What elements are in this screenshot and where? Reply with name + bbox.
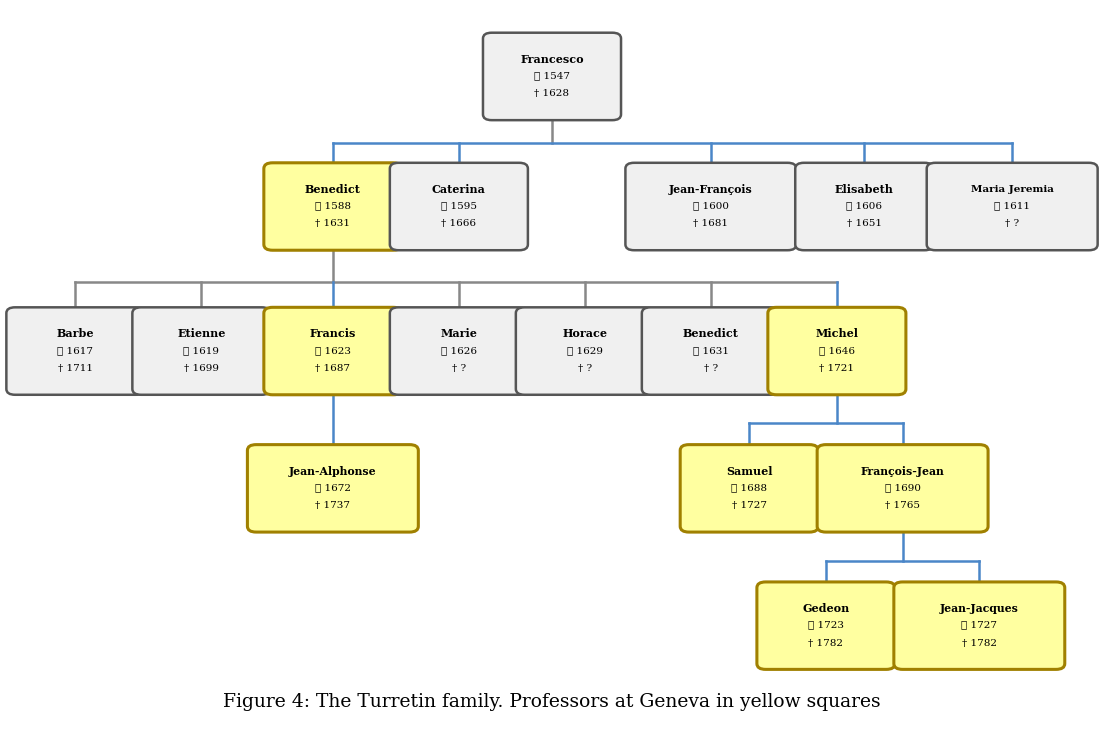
FancyBboxPatch shape xyxy=(132,307,270,395)
Text: Caterina: Caterina xyxy=(432,183,486,194)
Text: ★ 1727: ★ 1727 xyxy=(962,621,997,629)
Text: ★ 1619: ★ 1619 xyxy=(183,346,220,355)
Text: ★ 1623: ★ 1623 xyxy=(315,346,351,355)
Text: ★ 1617: ★ 1617 xyxy=(57,346,94,355)
Text: ★ 1690: ★ 1690 xyxy=(884,483,921,492)
FancyBboxPatch shape xyxy=(817,444,988,532)
FancyBboxPatch shape xyxy=(390,163,528,250)
FancyBboxPatch shape xyxy=(516,307,654,395)
Text: Gedeon: Gedeon xyxy=(803,603,850,614)
Text: ★ 1688: ★ 1688 xyxy=(731,483,767,492)
Text: Jean-François: Jean-François xyxy=(669,183,753,194)
Text: † 1631: † 1631 xyxy=(316,219,350,228)
Text: † 1681: † 1681 xyxy=(693,219,729,228)
FancyBboxPatch shape xyxy=(482,33,622,120)
FancyBboxPatch shape xyxy=(390,307,528,395)
Text: ★ 1646: ★ 1646 xyxy=(819,346,854,355)
Text: ★ 1626: ★ 1626 xyxy=(440,346,477,355)
Text: † 1727: † 1727 xyxy=(732,501,766,510)
Text: † 1782: † 1782 xyxy=(808,638,843,648)
Text: Michel: Michel xyxy=(816,328,859,339)
FancyBboxPatch shape xyxy=(768,307,906,395)
Text: Samuel: Samuel xyxy=(726,466,773,477)
Text: ★ 1611: ★ 1611 xyxy=(995,201,1030,211)
Text: ★ 1631: ★ 1631 xyxy=(693,346,729,355)
FancyBboxPatch shape xyxy=(757,582,895,670)
FancyBboxPatch shape xyxy=(625,163,796,250)
Text: Marie: Marie xyxy=(440,328,477,339)
FancyBboxPatch shape xyxy=(247,444,418,532)
FancyBboxPatch shape xyxy=(264,163,402,250)
Text: Horace: Horace xyxy=(562,328,607,339)
Text: † 1699: † 1699 xyxy=(184,364,219,373)
Text: Benedict: Benedict xyxy=(305,183,361,194)
Text: † ?: † ? xyxy=(577,364,592,373)
FancyBboxPatch shape xyxy=(7,307,145,395)
Text: † 1711: † 1711 xyxy=(57,364,93,373)
FancyBboxPatch shape xyxy=(795,163,933,250)
Text: ★ 1600: ★ 1600 xyxy=(693,201,729,211)
Text: ★ 1547: ★ 1547 xyxy=(534,71,570,80)
FancyBboxPatch shape xyxy=(641,307,779,395)
Text: † 1782: † 1782 xyxy=(962,638,997,648)
FancyBboxPatch shape xyxy=(926,163,1097,250)
Text: † 1666: † 1666 xyxy=(442,219,476,228)
Text: † ?: † ? xyxy=(452,364,466,373)
Text: ★ 1723: ★ 1723 xyxy=(808,621,843,629)
Text: ★ 1595: ★ 1595 xyxy=(440,201,477,211)
Text: † 1765: † 1765 xyxy=(885,501,920,510)
Text: Etienne: Etienne xyxy=(178,328,225,339)
Text: Francis: Francis xyxy=(310,328,357,339)
Text: ★ 1672: ★ 1672 xyxy=(315,483,351,492)
Text: François-Jean: François-Jean xyxy=(861,466,945,477)
FancyBboxPatch shape xyxy=(894,582,1064,670)
Text: † 1721: † 1721 xyxy=(819,364,854,373)
Text: † 1737: † 1737 xyxy=(316,501,350,510)
Text: Jean-Alphonse: Jean-Alphonse xyxy=(289,466,376,477)
Text: † ?: † ? xyxy=(1005,219,1019,228)
Text: † 1651: † 1651 xyxy=(847,219,882,228)
FancyBboxPatch shape xyxy=(264,307,402,395)
Text: Barbe: Barbe xyxy=(56,328,94,339)
Text: Figure 4: The Turretin family. Professors at Geneva in yellow squares: Figure 4: The Turretin family. Professor… xyxy=(223,692,881,711)
Text: Elisabeth: Elisabeth xyxy=(835,183,894,194)
Text: Benedict: Benedict xyxy=(683,328,739,339)
Text: ★ 1629: ★ 1629 xyxy=(566,346,603,355)
Text: ★ 1606: ★ 1606 xyxy=(847,201,882,211)
Text: Francesco: Francesco xyxy=(520,53,584,64)
Text: Maria Jeremia: Maria Jeremia xyxy=(970,185,1053,194)
Text: † 1628: † 1628 xyxy=(534,89,570,98)
Text: Jean-Jacques: Jean-Jacques xyxy=(940,603,1019,614)
Text: ★ 1588: ★ 1588 xyxy=(315,201,351,211)
FancyBboxPatch shape xyxy=(680,444,818,532)
Text: † 1687: † 1687 xyxy=(316,364,350,373)
Text: † ?: † ? xyxy=(704,364,718,373)
